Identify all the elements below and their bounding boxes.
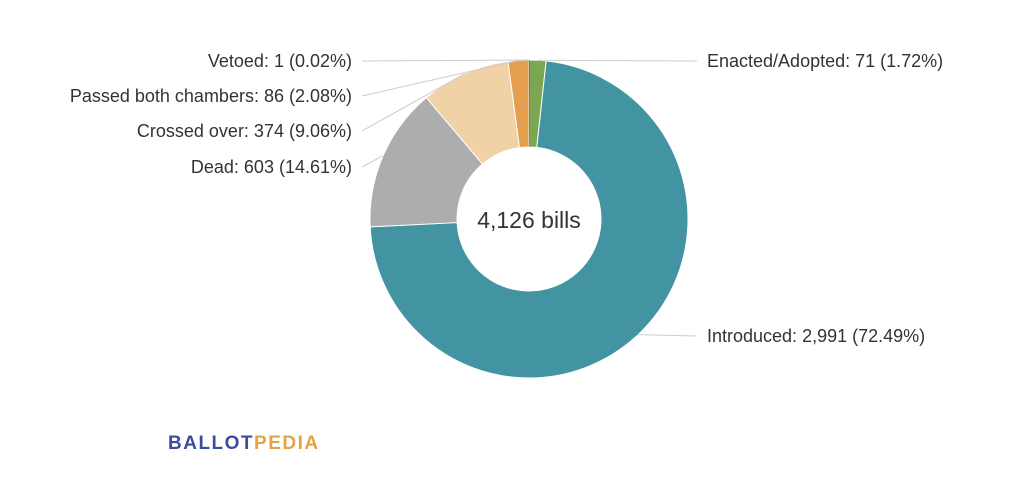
- logo-part-ballot: BALLOT: [168, 433, 255, 454]
- logo-part-pedia: PEDIA: [254, 433, 320, 454]
- connector-line: [361, 155, 384, 168]
- slices-group: [369, 59, 689, 379]
- slice-introduced[interactable]: [369, 60, 689, 379]
- slice-vetoed[interactable]: [528, 59, 530, 148]
- slice-label-introduced: Introduced: 2,991 (72.49%): [707, 326, 925, 346]
- connector-line: [361, 59, 519, 97]
- ballotpedia-logo: BALLOTPEDIA: [168, 433, 320, 455]
- connector-line: [361, 59, 529, 62]
- slice-label-passed-both-chambers: Passed both chambers: 86 (2.08%): [70, 86, 352, 106]
- slice-label-enacted-adopted: Enacted/Adopted: 71 (1.72%): [707, 51, 943, 71]
- connector-line: [537, 59, 698, 62]
- slice-label-crossed-over: Crossed over: 374 (9.06%): [137, 121, 352, 141]
- labels-group: Enacted/Adopted: 71 (1.72%) Introduced: 2…: [70, 51, 943, 346]
- connectors-group: [361, 59, 698, 337]
- connector-line: [638, 334, 698, 337]
- center-total-label: 4,126 bills: [477, 207, 581, 233]
- slice-label-vetoed: Vetoed: 1 (0.02%): [208, 51, 352, 71]
- slice-label-dead: Dead: 603 (14.61%): [191, 157, 352, 177]
- connector-line: [361, 73, 465, 132]
